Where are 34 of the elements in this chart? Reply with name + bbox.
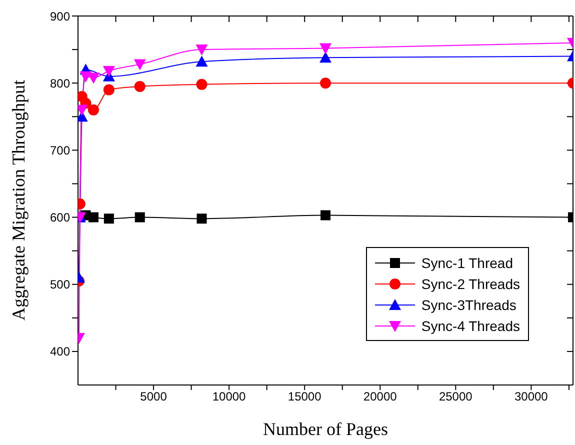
x-tick-label: 20000 xyxy=(363,390,398,404)
x-tick-label: 25000 xyxy=(438,390,473,404)
point xyxy=(196,78,208,90)
point xyxy=(196,44,208,56)
y-tick-label: 700 xyxy=(50,143,70,158)
point xyxy=(196,56,208,67)
y-tick-label: 500 xyxy=(50,278,70,292)
y-tick-label: 800 xyxy=(50,76,70,90)
x-tick-label: 5000 xyxy=(140,390,168,404)
point xyxy=(134,59,146,70)
x-tick-label: 15000 xyxy=(288,390,322,404)
legend-label: Sync-1 Thread xyxy=(421,254,513,270)
point xyxy=(134,212,145,222)
point xyxy=(104,214,114,224)
point xyxy=(102,66,115,78)
point xyxy=(320,43,332,54)
y-tick-label: 600 xyxy=(50,210,70,225)
legend-label: Sync-3Threads xyxy=(421,296,516,312)
point xyxy=(88,212,98,222)
legend-label: Sync-4 Threads xyxy=(421,318,520,334)
x-tick-label: 10000 xyxy=(212,390,246,404)
point xyxy=(103,84,114,96)
point xyxy=(134,80,146,92)
x-axis-title: Number of Pages xyxy=(263,419,388,439)
point xyxy=(320,210,330,220)
legend-label: Sync-2 Threads xyxy=(421,276,520,292)
point xyxy=(88,104,99,116)
point xyxy=(320,78,331,89)
point xyxy=(196,214,207,224)
x-tick-label: 30000 xyxy=(514,390,548,404)
y-axis-title: Aggregate Migration Throughput xyxy=(8,80,28,320)
y-tick-label: 900 xyxy=(50,9,70,24)
y-tick-label: 400 xyxy=(50,344,70,359)
point xyxy=(320,52,332,63)
